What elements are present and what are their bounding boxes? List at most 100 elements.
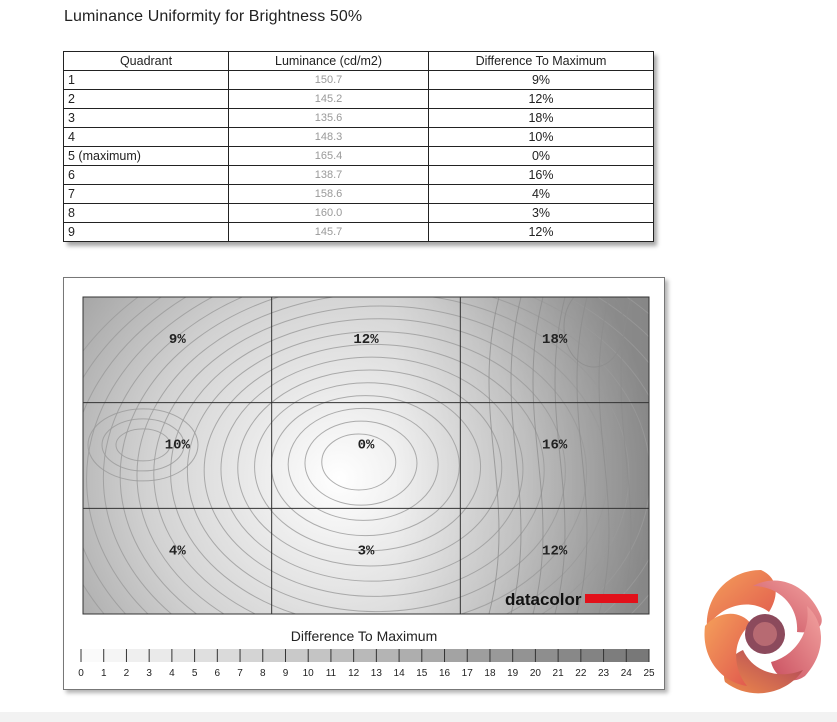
site-logo [704,570,822,694]
table-row: 1 150.7 9% [63,70,654,90]
difference-cell: 4% [428,184,654,204]
quadrant-cell: 3 [63,108,229,128]
logo-petal-lower-right [771,606,821,681]
quadrant-cell: 8 [63,203,229,223]
table-row: 3 135.6 18% [63,108,654,128]
quadrant-label: 18% [542,332,568,348]
contour-line [563,297,625,368]
scale-tick-label: 6 [215,668,221,679]
table-row: 2 145.2 12% [63,89,654,109]
luminance-cell: 150.7 [228,70,429,90]
scale-tick-label: 2 [124,668,130,679]
footer-strip [0,712,837,722]
scale-swatch [603,649,627,662]
scale-tick-label: 5 [192,668,198,679]
table-row: 7 158.6 4% [63,184,654,204]
scale-tick-label: 22 [575,668,587,679]
contour-line [153,305,609,614]
scale-swatch [171,649,196,662]
quadrant-cell: 1 [63,70,229,90]
scale-swatch [399,649,423,662]
header-quadrant: Quadrant [63,51,229,71]
scale-tick-label: 12 [348,668,360,679]
scale-swatch [421,649,446,662]
scale-swatch [512,649,536,662]
quadrant-cell: 6 [63,165,229,185]
contour-line [86,297,649,614]
scale-tick-label: 1 [101,668,107,679]
contour-line [304,420,418,506]
difference-cell: 12% [428,222,654,242]
scale-swatch [558,649,582,662]
contour-line [101,418,185,472]
datacolor-logo: datacolor [505,590,638,609]
scale-swatch [308,649,332,662]
contour-line [287,407,439,521]
scale-tick-label: 14 [394,668,406,679]
scale-swatch [103,649,127,662]
scale-swatch [149,649,173,662]
scale-tick-label: 23 [598,668,610,679]
datacolor-bar [585,594,638,603]
contour-line [510,297,522,614]
scale-tick-label: 10 [303,668,315,679]
contour-line [87,408,199,482]
quadrant-label: 12% [542,543,568,559]
luminance-cell: 148.3 [228,127,429,147]
quadrant-cell: 9 [63,222,229,242]
header-difference: Difference To Maximum [428,51,654,71]
scale-tick-label: 19 [507,668,519,679]
contour-line [321,433,397,491]
table-header-row: Quadrant Luminance (cd/m2) Difference To… [63,51,654,71]
scale-tick-label: 25 [643,668,655,679]
scale-swatch [376,649,400,662]
scale-swatch [626,649,650,662]
scale-tick-label: 8 [260,668,266,679]
scale-title: Difference To Maximum [291,628,438,644]
page-title: Luminance Uniformity for Brightness 50% [64,8,363,25]
contour-lines [83,297,649,614]
difference-cell: 12% [428,89,654,109]
scale-swatch [81,649,105,662]
quadrant-label: 9% [169,332,186,348]
logo-petal-left [704,613,751,686]
luminance-cell: 165.4 [228,146,429,166]
quadrant-labels: 9% 12% 18% 10% 0% 16% 4% 3% 12% [165,332,568,559]
scale-swatch [240,649,264,662]
heatmap-plot: 9% 12% 18% 10% 0% 16% 4% 3% 12% datacolor [82,296,650,615]
scale-tick-label: 15 [416,668,428,679]
uniformity-table: Quadrant Luminance (cd/m2) Difference To… [63,51,654,242]
table-row: 6 138.7 16% [63,165,654,185]
contour-line [554,297,566,614]
contour-line [598,297,610,614]
scale-swatch [194,649,218,662]
scale-swatch [580,649,605,662]
difference-cell: 0% [428,146,654,166]
luminance-cell: 135.6 [228,108,429,128]
scale-tick-label: 21 [553,668,565,679]
quadrant-label: 12% [353,332,379,348]
scale-tick-label: 0 [78,668,84,679]
contour-line [186,331,566,613]
contour-line [220,356,524,582]
scale-tick-label: 9 [283,668,289,679]
scale-tick-label: 7 [237,668,243,679]
quadrant-label: 4% [169,543,186,559]
scale-swatch [489,649,514,662]
scale-tick-label: 17 [462,668,474,679]
contour-line [576,297,588,614]
contour-line [115,428,171,462]
scale-swatch [262,649,286,662]
color-scale: 0 1 2 3 4 5 6 7 8 9 10 11 12 13 14 15 16 17 18 19 20 21 22 23 24… [78,649,655,679]
quadrant-cell: 7 [63,184,229,204]
plot-border [82,296,650,615]
quadrant-grid [83,297,649,614]
contour-line [237,369,503,567]
datacolor-wordmark: datacolor [505,590,582,609]
difference-cell: 16% [428,165,654,185]
uniformity-chart-panel: 9% 12% 18% 10% 0% 16% 4% 3% 12% datacolor Differ… [63,277,665,690]
luminance-cell: 160.0 [228,203,429,223]
scale-swatch [444,649,468,662]
scale-swatch [285,649,309,662]
scale-tick-label: 24 [621,668,633,679]
